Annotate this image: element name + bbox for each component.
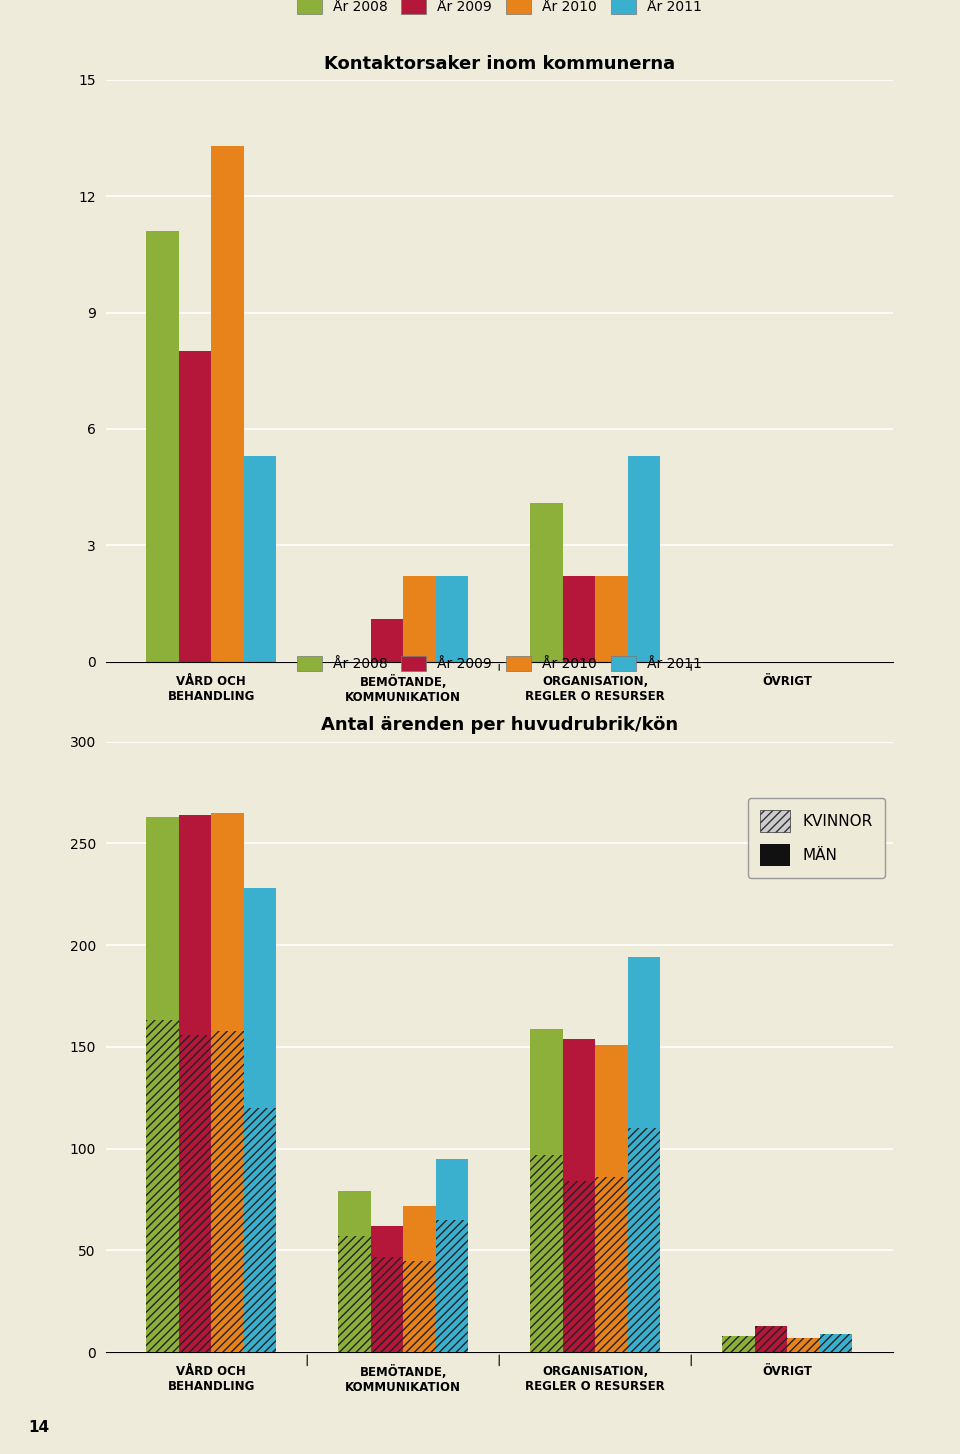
- Bar: [211, 1031, 244, 1352]
- Bar: [530, 1028, 563, 1352]
- Bar: [211, 145, 244, 662]
- Bar: [628, 1128, 660, 1352]
- Bar: [820, 1333, 852, 1352]
- Bar: [530, 1154, 563, 1352]
- Bar: [820, 1333, 852, 1352]
- Bar: [371, 619, 403, 662]
- Bar: [436, 1159, 468, 1352]
- Legend: KVINNOR, MÄN: KVINNOR, MÄN: [748, 798, 885, 878]
- Bar: [755, 1326, 787, 1352]
- Bar: [628, 957, 660, 1352]
- Bar: [563, 1038, 595, 1352]
- Bar: [338, 1236, 371, 1352]
- Title: Kontaktorsaker inom kommunerna: Kontaktorsaker inom kommunerna: [324, 55, 675, 73]
- Bar: [722, 1336, 755, 1352]
- Title: Antal ärenden per huvudrubrik/kön: Antal ärenden per huvudrubrik/kön: [321, 717, 678, 734]
- Text: 14: 14: [29, 1421, 50, 1435]
- Bar: [563, 1181, 595, 1352]
- Bar: [403, 1261, 436, 1352]
- Bar: [179, 352, 211, 662]
- Bar: [211, 813, 244, 1352]
- Bar: [722, 1336, 755, 1352]
- Bar: [436, 576, 468, 662]
- Bar: [787, 1338, 820, 1352]
- Bar: [563, 576, 595, 662]
- Bar: [371, 1256, 403, 1352]
- Bar: [146, 817, 179, 1352]
- Bar: [146, 231, 179, 662]
- Bar: [403, 576, 436, 662]
- Bar: [595, 1045, 628, 1352]
- Bar: [244, 457, 276, 662]
- Bar: [244, 888, 276, 1352]
- Legend: År 2008, År 2009, År 2010, År 2011: År 2008, År 2009, År 2010, År 2011: [291, 0, 708, 20]
- Bar: [179, 814, 211, 1352]
- Bar: [787, 1338, 820, 1352]
- Bar: [595, 1178, 628, 1352]
- Bar: [530, 503, 563, 662]
- Bar: [338, 1191, 371, 1352]
- Bar: [371, 1226, 403, 1352]
- Bar: [595, 576, 628, 662]
- Bar: [146, 1021, 179, 1352]
- Bar: [755, 1326, 787, 1352]
- Bar: [244, 1108, 276, 1352]
- Bar: [436, 1220, 468, 1352]
- Bar: [179, 1035, 211, 1352]
- Bar: [403, 1205, 436, 1352]
- Bar: [628, 457, 660, 662]
